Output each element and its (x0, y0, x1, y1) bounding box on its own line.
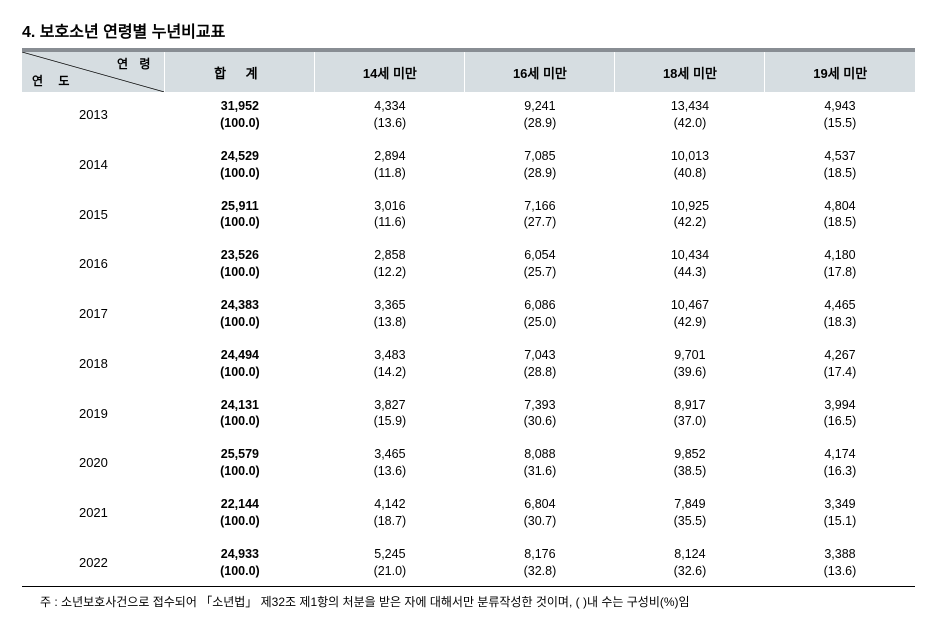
cell-total: 24,529(100.0) (165, 142, 315, 186)
cell-c4: 4,267(17.4) (765, 341, 915, 385)
cell-c1: 3,016(11.6) (315, 192, 465, 236)
cell-c1: 4,334(13.6) (315, 92, 465, 136)
cell-c2: 8,088(31.6) (465, 440, 615, 484)
cell-year: 2019 (22, 391, 165, 435)
col-header-3: 18세 미만 (615, 52, 765, 92)
col-header-1: 14세 미만 (315, 52, 465, 92)
cell-year: 2022 (22, 540, 165, 584)
cell-year: 2016 (22, 241, 165, 285)
table-row: 201525,911(100.0)3,016(11.6)7,166(27.7)1… (22, 192, 915, 236)
table-row: 201924,131(100.0)3,827(15.9)7,393(30.6)8… (22, 391, 915, 435)
cell-c4: 3,349(15.1) (765, 490, 915, 534)
cell-total: 31,952(100.0) (165, 92, 315, 136)
cell-c3: 8,917(37.0) (615, 391, 765, 435)
cell-year: 2015 (22, 192, 165, 236)
cell-c2: 7,393(30.6) (465, 391, 615, 435)
cell-c2: 7,085(28.9) (465, 142, 615, 186)
header-diag-bottom: 연 도 (32, 72, 75, 89)
cell-total: 23,526(100.0) (165, 241, 315, 285)
cell-c3: 10,925(42.2) (615, 192, 765, 236)
cell-c3: 8,124(32.6) (615, 540, 765, 584)
cell-year: 2021 (22, 490, 165, 534)
cell-c1: 3,465(13.6) (315, 440, 465, 484)
cell-c4: 3,388(13.6) (765, 540, 915, 584)
cell-c2: 6,054(25.7) (465, 241, 615, 285)
cell-c1: 3,483(14.2) (315, 341, 465, 385)
cell-c3: 13,434(42.0) (615, 92, 765, 136)
cell-year: 2013 (22, 92, 165, 136)
table-row: 201331,952(100.0)4,334(13.6)9,241(28.9)1… (22, 92, 915, 136)
header-diagonal-cell: 연 령 연 도 (22, 52, 165, 92)
table-row: 201623,526(100.0)2,858(12.2)6,054(25.7)1… (22, 241, 915, 285)
cell-c3: 7,849(35.5) (615, 490, 765, 534)
cell-c4: 4,180(17.8) (765, 241, 915, 285)
cell-total: 24,383(100.0) (165, 291, 315, 335)
cell-c1: 2,858(12.2) (315, 241, 465, 285)
cell-total: 25,911(100.0) (165, 192, 315, 236)
cell-c4: 4,804(18.5) (765, 192, 915, 236)
cell-c2: 8,176(32.8) (465, 540, 615, 584)
cell-total: 24,494(100.0) (165, 341, 315, 385)
cell-c3: 9,701(39.6) (615, 341, 765, 385)
cell-year: 2017 (22, 291, 165, 335)
table-row: 201424,529(100.0)2,894(11.8)7,085(28.9)1… (22, 142, 915, 186)
cell-total: 24,131(100.0) (165, 391, 315, 435)
data-table: 연 령 연 도 합 계 14세 미만 16세 미만 18세 미만 19세 미만 … (22, 52, 915, 584)
table-row: 202025,579(100.0)3,465(13.6)8,088(31.6)9… (22, 440, 915, 484)
cell-c2: 6,804(30.7) (465, 490, 615, 534)
cell-total: 22,144(100.0) (165, 490, 315, 534)
cell-total: 24,933(100.0) (165, 540, 315, 584)
cell-c1: 2,894(11.8) (315, 142, 465, 186)
footnote: 주 : 소년보호사건으로 접수되어 「소년법」 제32조 제1항의 처분을 받은… (22, 587, 915, 610)
cell-c1: 5,245(21.0) (315, 540, 465, 584)
cell-c4: 4,943(15.5) (765, 92, 915, 136)
cell-year: 2014 (22, 142, 165, 186)
table-row: 202224,933(100.0)5,245(21.0)8,176(32.8)8… (22, 540, 915, 584)
cell-c1: 3,365(13.8) (315, 291, 465, 335)
section-title: 4. 보호소년 연령별 누년비교표 (22, 18, 915, 42)
cell-c4: 4,174(16.3) (765, 440, 915, 484)
cell-c2: 6,086(25.0) (465, 291, 615, 335)
col-header-total: 합 계 (165, 52, 315, 92)
cell-c3: 9,852(38.5) (615, 440, 765, 484)
table-row: 202122,144(100.0)4,142(18.7)6,804(30.7)7… (22, 490, 915, 534)
cell-c1: 4,142(18.7) (315, 490, 465, 534)
cell-c4: 4,465(18.3) (765, 291, 915, 335)
col-header-4: 19세 미만 (765, 52, 915, 92)
col-header-2: 16세 미만 (465, 52, 615, 92)
cell-c2: 7,166(27.7) (465, 192, 615, 236)
cell-c2: 9,241(28.9) (465, 92, 615, 136)
cell-year: 2020 (22, 440, 165, 484)
cell-year: 2018 (22, 341, 165, 385)
header-diag-top: 연 령 (117, 55, 154, 72)
cell-c2: 7,043(28.8) (465, 341, 615, 385)
cell-c1: 3,827(15.9) (315, 391, 465, 435)
cell-c4: 3,994(16.5) (765, 391, 915, 435)
cell-c3: 10,013(40.8) (615, 142, 765, 186)
cell-c3: 10,467(42.9) (615, 291, 765, 335)
table-row: 201724,383(100.0)3,365(13.8)6,086(25.0)1… (22, 291, 915, 335)
table-row: 201824,494(100.0)3,483(14.2)7,043(28.8)9… (22, 341, 915, 385)
cell-c3: 10,434(44.3) (615, 241, 765, 285)
cell-total: 25,579(100.0) (165, 440, 315, 484)
cell-c4: 4,537(18.5) (765, 142, 915, 186)
